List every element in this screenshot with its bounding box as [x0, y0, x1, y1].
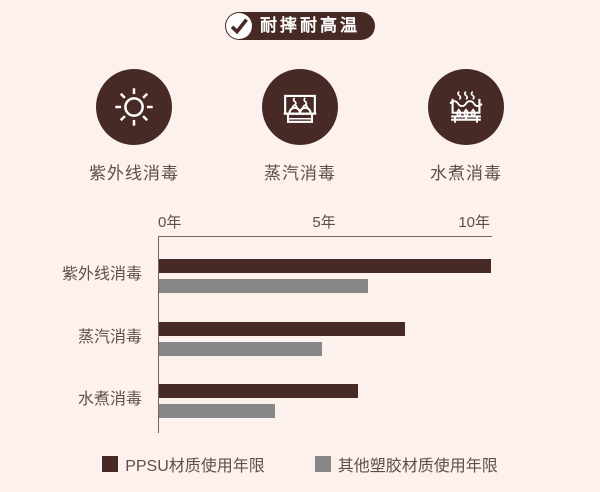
bar-other-plastic [159, 279, 369, 293]
boiling-pot-icon [428, 69, 504, 145]
bar-chart: 0年 5年 10年 紫外线消毒蒸汽消毒水煮消毒 [0, 205, 600, 440]
steam-sterilizer-icon [262, 69, 338, 145]
feature-steam: 蒸汽消毒 [217, 69, 383, 184]
category-label: 水煮消毒 [77, 391, 142, 408]
bar-ppsu [159, 321, 405, 336]
x-tick-label: 10年 [458, 214, 490, 231]
legend-swatch [102, 456, 119, 472]
bar-other-plastic [159, 341, 322, 356]
bar-other-plastic [159, 404, 276, 418]
feature-uv: 紫外线消毒 [51, 69, 217, 184]
legend-label: PPSU材质使用年限 [125, 458, 265, 475]
title-badge-label: 耐摔耐高温 [260, 16, 360, 35]
bar-ppsu [159, 259, 491, 273]
legend-item: PPSU材质使用年限 [102, 452, 265, 476]
chart-legend: PPSU材质使用年限 其他塑胶材质使用年限 [0, 452, 600, 476]
title-badge: 耐摔耐高温 [225, 12, 375, 40]
legend-item: 其他塑胶材质使用年限 [314, 452, 498, 476]
checkmark-icon [226, 13, 252, 39]
category-labels: 紫外线消毒蒸汽消毒水煮消毒 [0, 236, 150, 433]
uv-sun-icon [96, 69, 172, 145]
legend-label: 其他塑胶材质使用年限 [337, 458, 498, 475]
feature-label-steam: 蒸汽消毒 [264, 164, 336, 183]
feature-label-uv: 紫外线消毒 [89, 164, 179, 183]
legend-swatch [314, 456, 331, 472]
x-axis-ticks: 0年 5年 10年 [158, 213, 492, 233]
feature-row: 紫外线消毒 蒸汽消毒 [0, 69, 600, 184]
bar-ppsu [159, 384, 359, 398]
x-tick-label: 5年 [312, 214, 336, 231]
category-label: 蒸汽消毒 [77, 328, 142, 346]
feature-boil: 水煮消毒 [383, 69, 549, 184]
plot-area [158, 236, 492, 433]
category-label: 紫外线消毒 [61, 266, 142, 283]
feature-label-boil: 水煮消毒 [430, 164, 502, 183]
x-tick-label: 0年 [158, 214, 182, 231]
